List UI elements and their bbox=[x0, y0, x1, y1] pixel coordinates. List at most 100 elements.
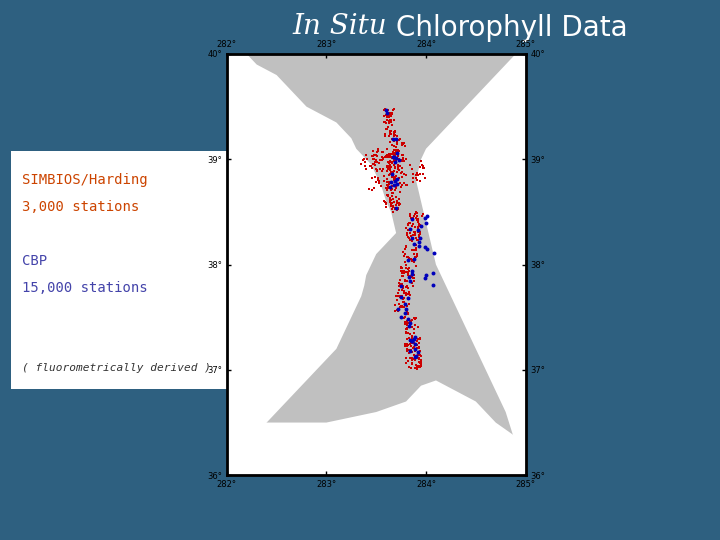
Point bbox=[379, 177, 390, 186]
Point bbox=[408, 211, 420, 220]
Point bbox=[413, 221, 425, 230]
Point bbox=[415, 221, 426, 230]
Point bbox=[415, 356, 427, 364]
Point bbox=[392, 160, 404, 169]
Point bbox=[415, 334, 426, 342]
Point bbox=[409, 228, 420, 237]
Point bbox=[388, 130, 400, 138]
Point bbox=[400, 258, 411, 266]
Point bbox=[402, 315, 414, 323]
Point bbox=[381, 191, 392, 200]
FancyBboxPatch shape bbox=[11, 151, 227, 389]
Point bbox=[384, 195, 395, 204]
Point bbox=[392, 305, 403, 313]
Point bbox=[409, 231, 420, 239]
Point bbox=[390, 192, 402, 201]
Point bbox=[379, 153, 390, 161]
Point bbox=[397, 247, 409, 256]
Point bbox=[411, 341, 423, 350]
Point bbox=[405, 214, 417, 222]
Point bbox=[405, 235, 416, 244]
Point bbox=[392, 165, 403, 174]
Point bbox=[414, 221, 426, 230]
Point bbox=[408, 343, 419, 352]
Point bbox=[404, 225, 415, 233]
Point bbox=[398, 139, 410, 147]
Point bbox=[406, 235, 418, 244]
Point bbox=[386, 112, 397, 120]
Point bbox=[395, 292, 407, 300]
Point bbox=[380, 118, 392, 127]
Point bbox=[389, 156, 400, 164]
Point bbox=[401, 321, 413, 329]
Point bbox=[396, 286, 408, 294]
Point bbox=[407, 360, 418, 369]
Point bbox=[405, 161, 416, 170]
Point bbox=[410, 241, 422, 249]
Point bbox=[390, 151, 401, 160]
Point bbox=[402, 253, 413, 262]
Point bbox=[410, 210, 421, 219]
Point bbox=[408, 334, 420, 343]
Point bbox=[407, 234, 418, 242]
Point bbox=[420, 219, 432, 227]
Point bbox=[390, 171, 401, 180]
Point bbox=[421, 245, 433, 253]
Point bbox=[384, 127, 396, 136]
Point bbox=[390, 135, 402, 144]
Point bbox=[369, 160, 381, 169]
Point bbox=[415, 170, 426, 178]
Point bbox=[411, 252, 423, 260]
Point bbox=[388, 181, 400, 190]
Point bbox=[409, 321, 420, 329]
Point bbox=[400, 354, 412, 362]
Point bbox=[380, 184, 392, 192]
Point bbox=[400, 359, 412, 368]
Point bbox=[409, 314, 420, 323]
Point bbox=[383, 116, 395, 125]
Point bbox=[364, 162, 376, 171]
Point bbox=[387, 170, 398, 179]
Point bbox=[390, 153, 402, 162]
Point bbox=[411, 215, 423, 224]
Point bbox=[383, 152, 395, 161]
Point bbox=[387, 201, 399, 210]
Point bbox=[392, 292, 404, 300]
Point bbox=[401, 359, 413, 368]
Point bbox=[392, 289, 404, 298]
Point bbox=[367, 147, 379, 156]
Point bbox=[395, 264, 407, 272]
Point bbox=[413, 353, 424, 362]
Point bbox=[385, 163, 397, 172]
Point bbox=[358, 155, 369, 164]
Point bbox=[398, 251, 410, 260]
Point bbox=[386, 150, 397, 158]
Point bbox=[382, 181, 393, 190]
Point bbox=[395, 280, 406, 288]
Point bbox=[404, 276, 415, 285]
Point bbox=[400, 306, 412, 315]
Point bbox=[383, 150, 395, 159]
Point bbox=[413, 349, 425, 357]
Point bbox=[384, 127, 396, 136]
Point bbox=[377, 155, 389, 164]
Point bbox=[382, 167, 393, 176]
Point bbox=[400, 181, 412, 190]
Point bbox=[377, 147, 388, 156]
Point bbox=[391, 148, 402, 157]
Point bbox=[357, 156, 369, 164]
Point bbox=[386, 173, 397, 182]
Point bbox=[398, 170, 410, 179]
Point bbox=[403, 254, 415, 262]
Point bbox=[409, 341, 420, 349]
Point bbox=[380, 199, 392, 207]
Point bbox=[383, 171, 395, 179]
Point bbox=[384, 161, 396, 170]
Point bbox=[366, 161, 377, 170]
Point bbox=[409, 346, 420, 355]
Point bbox=[380, 106, 392, 114]
Point bbox=[387, 147, 399, 156]
Point bbox=[413, 218, 424, 226]
Point bbox=[414, 359, 426, 368]
Point bbox=[403, 346, 415, 355]
